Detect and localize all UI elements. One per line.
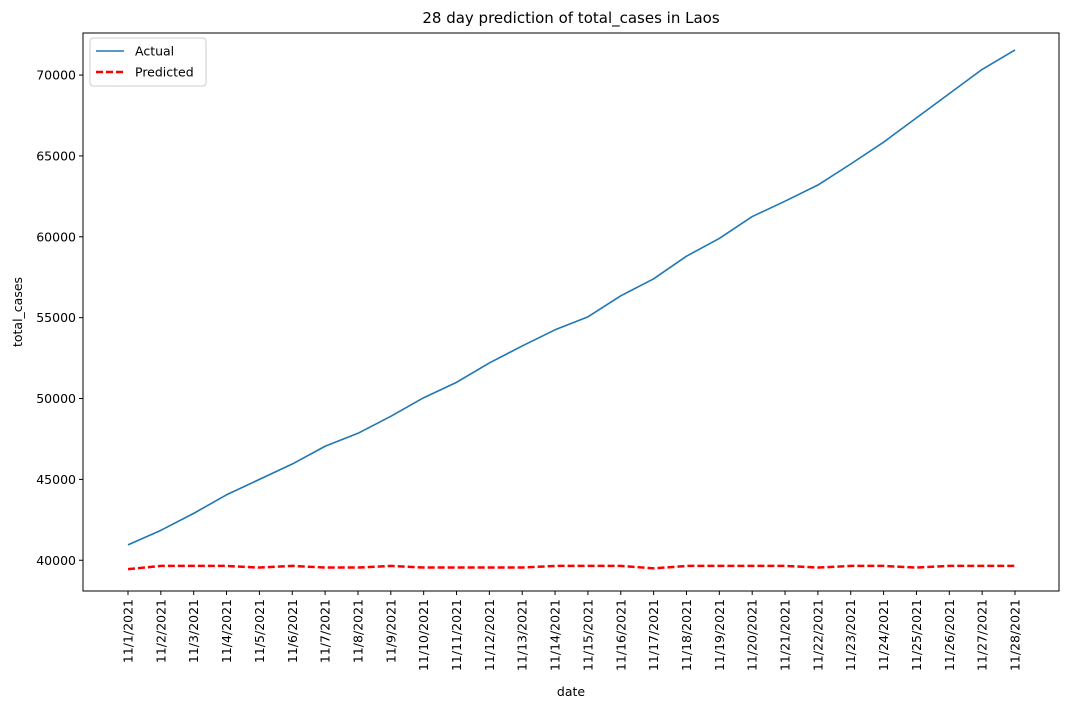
x-tick-label: 11/20/2021 [745, 599, 760, 671]
y-tick-label: 70000 [36, 68, 76, 83]
x-tick-label: 11/22/2021 [810, 599, 825, 671]
legend-label-actual: Actual [135, 44, 174, 59]
x-tick-label: 11/9/2021 [383, 599, 398, 663]
x-tick-label: 11/13/2021 [515, 599, 530, 671]
plot-frame [82, 32, 1060, 592]
x-tick-label: 11/18/2021 [679, 599, 694, 671]
legend-frame [89, 37, 207, 87]
y-tick-label: 55000 [36, 310, 76, 325]
x-tick-label: 11/26/2021 [942, 599, 957, 671]
x-tick-label: 11/25/2021 [909, 599, 924, 671]
y-tick-label: 65000 [36, 148, 76, 163]
series-line-predicted [127, 564, 1015, 571]
x-tick-label: 11/10/2021 [416, 599, 431, 671]
x-tick-label: 11/21/2021 [778, 599, 793, 671]
series-layer [127, 49, 1016, 571]
x-tick-label: 11/19/2021 [712, 599, 727, 671]
x-axis-label: date [557, 684, 585, 699]
x-tick-label: 11/27/2021 [975, 599, 990, 671]
legend: Actual Predicted [89, 37, 207, 87]
x-tick-label: 11/11/2021 [449, 599, 464, 671]
y-tick-label: 45000 [36, 472, 76, 487]
y-tick-label: 40000 [36, 553, 76, 568]
y-axis-label: total_cases [10, 277, 25, 347]
x-tick-label: 11/17/2021 [646, 599, 661, 671]
y-tick-label: 50000 [36, 391, 76, 406]
x-tick-label: 11/5/2021 [252, 599, 267, 663]
x-tick-label: 11/8/2021 [350, 599, 365, 663]
x-tick-label: 11/7/2021 [318, 599, 333, 663]
x-tick-label: 11/16/2021 [613, 599, 628, 671]
x-tick-label: 11/14/2021 [548, 599, 563, 671]
x-tick-label: 11/23/2021 [843, 599, 858, 671]
y-axis: 40000 45000 50000 55000 60000 65000 70000 [36, 68, 83, 568]
y-tick-label: 60000 [36, 229, 76, 244]
plot-area [82, 32, 1060, 592]
chart-title: 28 day prediction of total_cases in Laos [422, 9, 719, 28]
x-tick-label: 11/1/2021 [121, 599, 136, 663]
legend-label-predicted: Predicted [135, 65, 194, 80]
x-tick-label: 11/2/2021 [153, 599, 168, 663]
x-tick-label: 11/15/2021 [580, 599, 595, 671]
x-tick-label: 11/3/2021 [186, 599, 201, 663]
x-axis: 11/1/2021 11/2/2021 11/3/2021 11/4/2021 11/5… [121, 591, 1023, 671]
x-tick-label: 11/6/2021 [285, 599, 300, 663]
x-tick-label: 11/24/2021 [876, 599, 891, 671]
x-tick-label: 11/4/2021 [219, 599, 234, 663]
series-line-actual [127, 49, 1016, 546]
x-tick-label: 11/12/2021 [482, 599, 497, 671]
x-tick-label: 11/28/2021 [1008, 599, 1023, 671]
